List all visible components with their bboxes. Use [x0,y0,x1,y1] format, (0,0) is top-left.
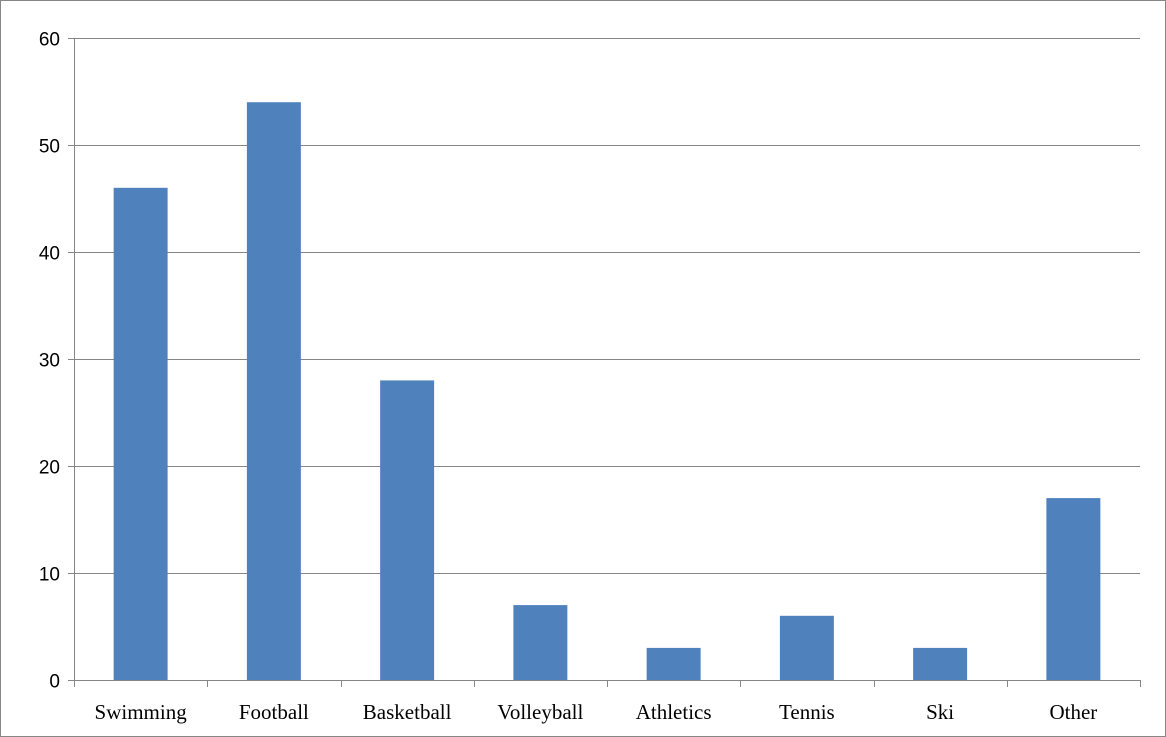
x-axis-tick-labels: Swimming Football Basketball Volleyball Athl… [95,700,1098,724]
x-tick-label-basketball: Basketball [363,700,452,724]
bar-basketball [380,380,435,680]
y-tick-label-50: 50 [39,137,60,158]
y-tick-label-40: 40 [39,244,60,265]
x-tick-label-other: Other [1049,700,1097,724]
bars [113,102,1101,681]
bar-ski [913,647,968,680]
y-tick-label-60: 60 [39,30,60,51]
y-tick-label-0: 0 [49,672,60,693]
x-tick-label-football: Football [239,700,309,724]
y-tick-label-20: 20 [39,458,60,479]
x-tick-label-tennis: Tennis [779,700,835,724]
bar-tennis [779,615,834,680]
y-axis-tick-labels: 0 10 20 30 40 50 60 [39,30,60,693]
bar-volleyball [513,605,568,680]
x-tick-label-athletics: Athletics [636,700,712,724]
gridlines [74,38,1140,574]
x-tick-label-swimming: Swimming [95,700,188,724]
y-tick-label-30: 30 [39,351,60,372]
y-tick-label-10: 10 [39,565,60,586]
bar-swimming [113,187,168,681]
bar-athletics [646,647,701,680]
x-tick-label-volleyball: Volleyball [497,700,583,724]
bar-football [246,102,301,680]
axes [68,38,1141,687]
x-tick-label-ski: Ski [926,700,954,724]
bar-other [1046,498,1101,680]
